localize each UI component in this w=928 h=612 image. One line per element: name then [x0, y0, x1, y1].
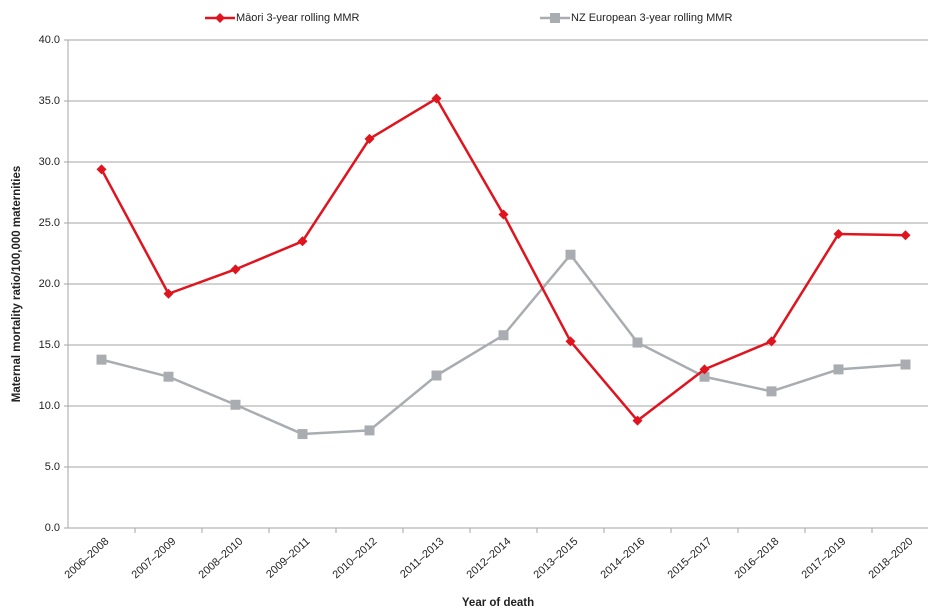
y-tick-label: 40.0	[39, 34, 60, 46]
x-tick-label: 2008–2010	[197, 535, 246, 581]
x-axis-title: Year of death	[462, 597, 534, 609]
marker	[431, 370, 442, 381]
x-tick-label: 2015–2017	[666, 535, 715, 581]
marker	[900, 359, 911, 370]
x-tick-label: 2016–2018	[733, 535, 782, 581]
marker	[565, 249, 576, 260]
x-tick-label: 2018–2020	[867, 535, 916, 581]
y-tick-label: 0.0	[45, 522, 60, 534]
marker	[364, 133, 375, 144]
marker	[230, 399, 241, 410]
y-tick-label: 30.0	[39, 156, 60, 168]
marker	[163, 371, 174, 382]
marker	[550, 13, 560, 23]
y-tick-label: 25.0	[39, 217, 60, 229]
marker	[565, 336, 576, 347]
legend-label: Māori 3-year rolling MMR	[236, 12, 360, 24]
y-tick-label: 20.0	[39, 278, 60, 290]
marker	[498, 209, 509, 220]
marker	[498, 330, 509, 341]
x-tick-label: 2006–2008	[63, 535, 112, 581]
marker	[632, 415, 643, 426]
marker	[431, 93, 442, 104]
x-tick-label: 2014–2016	[599, 535, 648, 581]
marker	[900, 230, 911, 241]
y-tick-label: 35.0	[39, 95, 60, 107]
x-tick-label: 2007–2009	[130, 535, 179, 581]
marker	[163, 288, 174, 299]
marker	[699, 371, 710, 382]
series-line	[100, 97, 906, 422]
marker	[96, 164, 107, 175]
x-tick-label: 2009–2011	[264, 535, 312, 580]
legend-label: NZ European 3-year rolling MMR	[571, 12, 732, 24]
marker	[766, 386, 777, 397]
marker	[833, 364, 844, 375]
x-tick-label: 2013–2015	[532, 535, 581, 581]
y-axis-title: Maternal mortality ratio/100,000 materni…	[11, 166, 23, 403]
y-tick-label: 10.0	[39, 400, 60, 412]
x-tick-label: 2010–2012	[331, 535, 380, 581]
marker	[699, 364, 710, 375]
y-tick-label: 5.0	[45, 461, 60, 473]
y-tick-label: 15.0	[39, 339, 60, 351]
marker	[833, 228, 844, 239]
marker	[632, 337, 643, 348]
x-tick-label: 2012–2014	[465, 535, 514, 581]
x-tick-label: 2011–2013	[398, 535, 446, 580]
marker	[364, 425, 375, 436]
marker	[215, 13, 225, 23]
marker	[766, 336, 777, 347]
marker	[297, 429, 308, 440]
series-line	[101, 253, 906, 436]
marker	[230, 264, 241, 275]
marker	[297, 236, 308, 247]
x-tick-label: 2017–2019	[800, 535, 849, 581]
marker	[96, 354, 107, 365]
